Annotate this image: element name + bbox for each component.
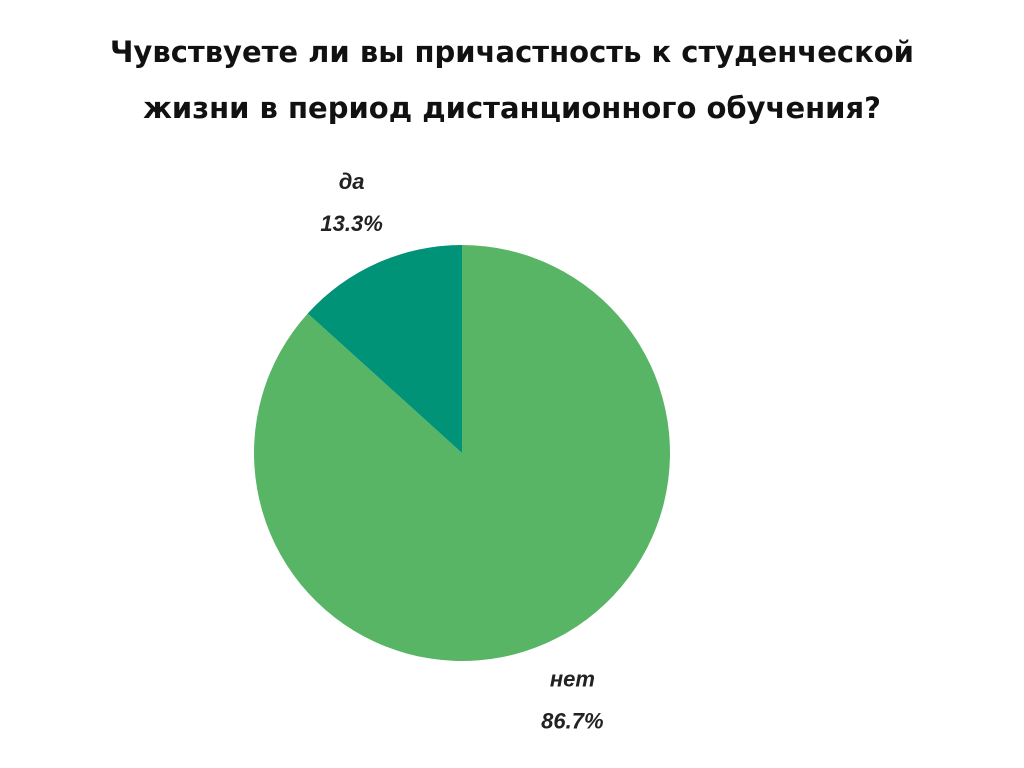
pie-slice xyxy=(307,245,462,453)
chart-title: жизни в период дистанционного обучения? xyxy=(143,91,881,125)
slice-label: нет xyxy=(550,666,595,691)
pie-slice xyxy=(254,245,671,661)
slice-label: да xyxy=(339,169,365,194)
value-label: 13.3% xyxy=(320,211,382,236)
chart-title: Чувствуете ли вы причастность к студенче… xyxy=(110,35,914,69)
value-label: 86.7% xyxy=(541,708,603,733)
